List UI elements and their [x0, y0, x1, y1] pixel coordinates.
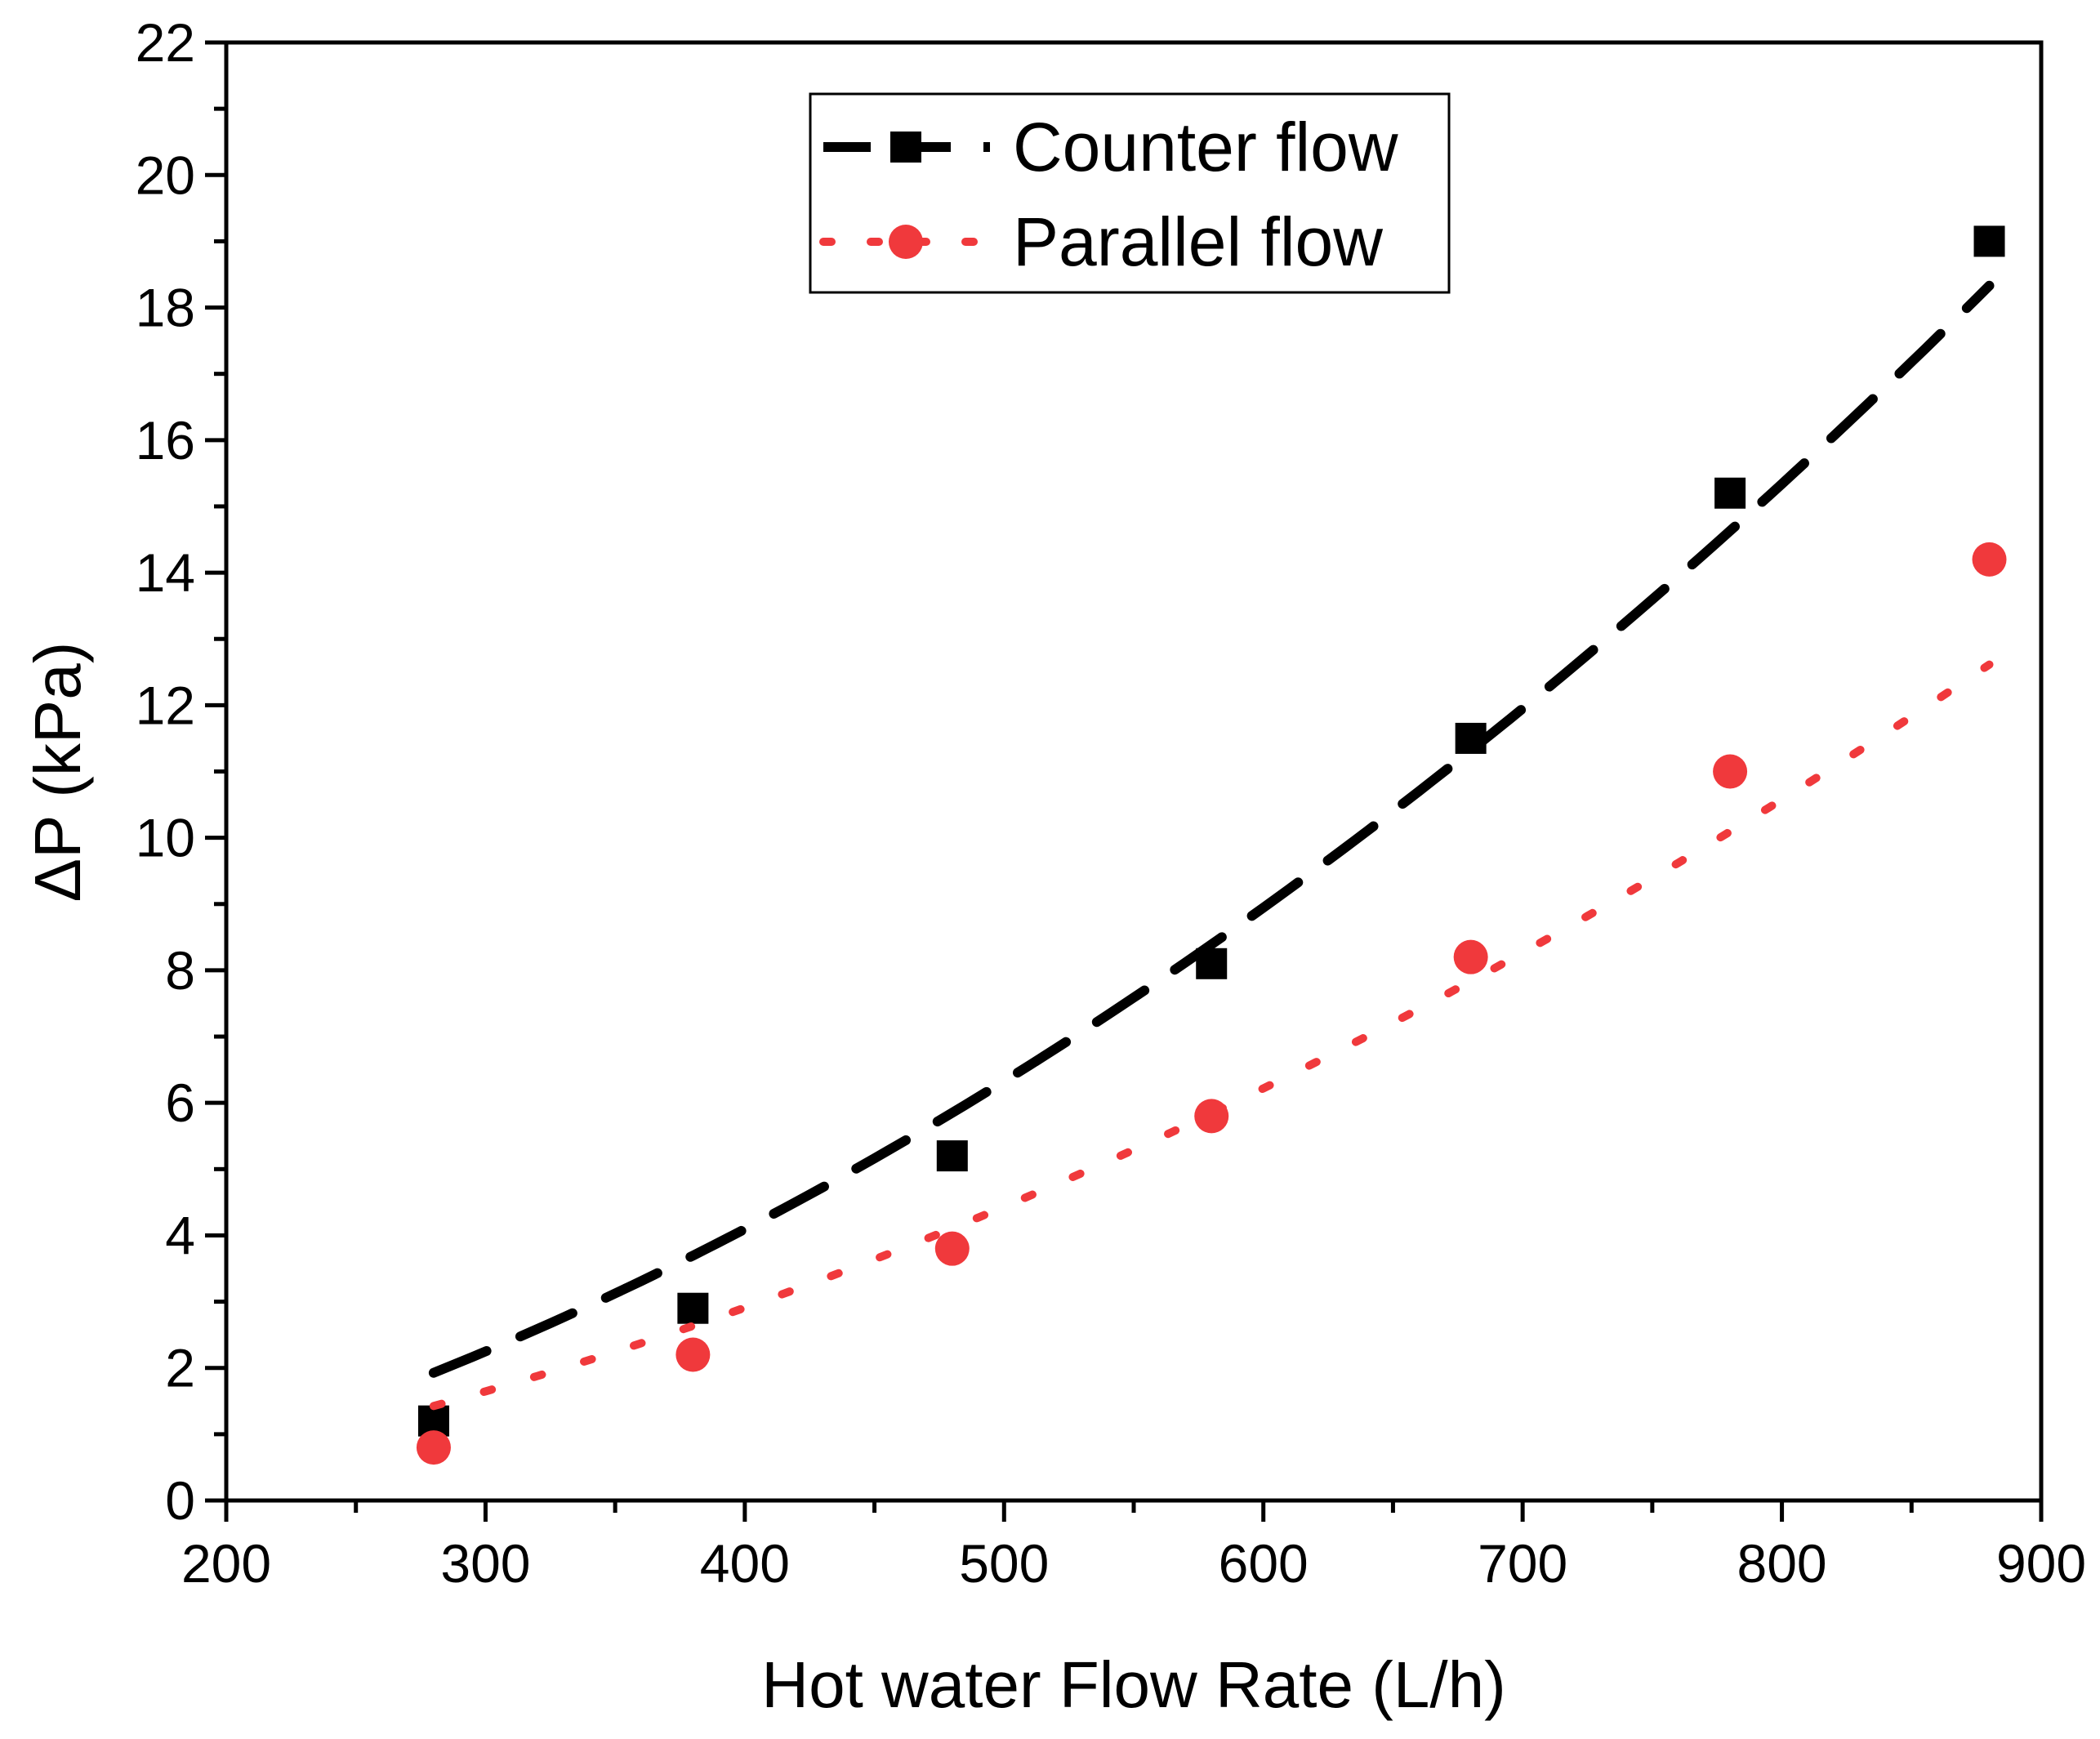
x-tick-label: 300	[440, 1533, 530, 1594]
x-tick-label: 200	[181, 1533, 271, 1594]
x-tick-label: 400	[700, 1533, 790, 1594]
y-tick-label: 12	[136, 675, 195, 735]
legend-frame	[809, 92, 1451, 294]
data-point-circle	[675, 1337, 711, 1372]
data-point-circle	[1972, 542, 2007, 577]
data-point-circle	[416, 1430, 451, 1465]
data-point-circle	[1713, 754, 1748, 789]
y-tick-label: 14	[136, 542, 195, 603]
data-point-square	[1973, 225, 2005, 257]
series-layer	[416, 225, 2007, 1465]
series-line-1	[429, 660, 1994, 1411]
data-point-circle	[934, 1231, 970, 1266]
data-point-circle	[1194, 1099, 1229, 1134]
y-tick-label: 20	[136, 145, 195, 205]
y-axis-ticks: 0 2 4 6 8 10 12 14 16 18 20 22	[136, 12, 226, 1531]
y-tick-label: 6	[165, 1072, 195, 1133]
y-tick-label: 10	[136, 808, 195, 868]
x-axis-title: Hot water Flow Rate (L/h)	[761, 1648, 1505, 1721]
y-tick-label: 22	[136, 12, 195, 73]
y-tick-label: 16	[136, 410, 195, 470]
y-tick-label: 18	[136, 278, 195, 338]
data-point-square	[677, 1292, 709, 1324]
data-point-square	[936, 1140, 968, 1172]
series-line-0	[428, 280, 1995, 1378]
legend-label-0: Counter flow	[1013, 109, 1398, 185]
x-tick-label: 500	[959, 1533, 1049, 1594]
data-point-square	[1714, 477, 1746, 509]
legend-label-1: Parallel flow	[1013, 203, 1383, 280]
y-tick-label: 4	[165, 1205, 195, 1265]
y-tick-label: 0	[165, 1470, 195, 1531]
legend: Counter flow Parallel flow	[809, 92, 1451, 294]
x-tick-label: 900	[1996, 1533, 2086, 1594]
data-point-circle	[1453, 939, 1488, 974]
legend-marker-square	[890, 132, 921, 163]
data-point-square	[1455, 722, 1487, 754]
data-point-square	[1196, 948, 1228, 979]
x-axis-ticks: 200 300 400 500 600 700 800 900	[181, 1500, 2086, 1594]
x-tick-label: 700	[1478, 1533, 1567, 1594]
y-tick-label: 8	[165, 940, 195, 1001]
legend-marker-circle	[889, 225, 923, 259]
y-axis-title: ΔP (kPa)	[21, 642, 94, 903]
y-tick-label: 2	[165, 1338, 195, 1398]
x-tick-label: 800	[1737, 1533, 1827, 1594]
x-tick-label: 600	[1219, 1533, 1309, 1594]
